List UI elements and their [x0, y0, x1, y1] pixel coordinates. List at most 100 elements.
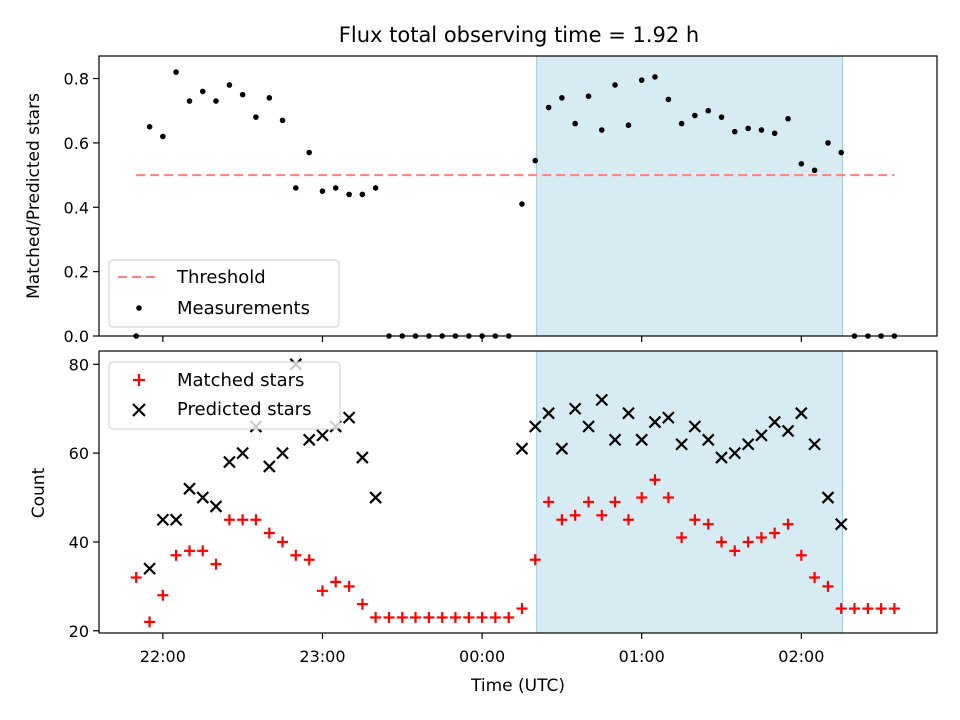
predicted-legend-label: Predicted stars [177, 399, 311, 420]
top-panel: 0.00.20.40.60.8 Matched/Predicted stars … [24, 55, 938, 346]
measurement-point [798, 161, 805, 167]
matched-stars-point [343, 580, 355, 592]
predicted-stars-point [236, 446, 249, 460]
matched-stars-point [489, 611, 501, 623]
predicted-stars-point [302, 433, 316, 447]
predicted-stars-point [263, 460, 276, 473]
matched-stars-point [144, 616, 156, 628]
x-tick-label: 01:00 [619, 647, 665, 666]
predicted-stars-point [356, 451, 369, 464]
top-panel-frame [98, 55, 938, 337]
predicted-stars-point [662, 411, 675, 424]
matched-stars-point [835, 603, 847, 615]
y-tick-label: 0.4 [64, 198, 89, 217]
matched-stars-point [250, 514, 262, 526]
matched-stars-point [303, 554, 315, 566]
predicted-stars-point [276, 446, 289, 460]
predicted-stars-point [582, 420, 595, 433]
measurement-point [160, 133, 166, 140]
y-tick-label: 40 [69, 533, 89, 552]
measurement-point [359, 191, 366, 198]
predicted-stars-point [648, 415, 662, 429]
predicted-stars-point [542, 406, 555, 420]
matched-stars-point [529, 554, 541, 566]
measurement-point [678, 120, 685, 127]
matched-stars-point [396, 611, 408, 623]
matched-stars-point [888, 603, 900, 615]
predicted-stars-point [183, 482, 196, 495]
matched-stars-point [716, 536, 728, 548]
measurement-point [652, 74, 658, 80]
top-panel-shaded-interval [536, 55, 844, 337]
measurement-point [266, 95, 273, 101]
predicted-stars-point [741, 437, 755, 451]
matched-stars-point [330, 576, 342, 588]
y-tick-label: 0.8 [64, 70, 89, 89]
matched-stars-point [503, 611, 515, 623]
top-panel-y-label: Matched/Predicted stars [24, 93, 44, 299]
measurement-point [319, 188, 326, 194]
predicted-stars-point [715, 451, 728, 464]
matched-stars-point [316, 585, 328, 597]
matched-stars-point [848, 603, 860, 615]
matched-stars-point [449, 611, 461, 623]
matched-stars-point [556, 514, 568, 526]
measurement-point [599, 127, 605, 133]
matched-stars-point [875, 603, 887, 615]
measurement-point [226, 82, 233, 88]
measurement-point [572, 120, 578, 127]
measurement-point [346, 191, 352, 198]
predicted-stars-point [781, 424, 795, 438]
matched-stars-point [184, 545, 196, 557]
x-axis-label: Time (UTC) [470, 676, 565, 696]
predicted-stars-point [675, 437, 688, 451]
measurement-point [625, 122, 632, 128]
predicted-stars-point [568, 402, 582, 416]
matched-stars-point [676, 532, 688, 544]
predicted-stars-point [728, 446, 742, 460]
measurement-point [332, 185, 339, 191]
matched-stars-point [436, 611, 448, 623]
measurement-point [199, 88, 206, 95]
predicted-stars-point [701, 433, 715, 447]
matched-stars-point [596, 509, 608, 521]
measurement-point [213, 98, 219, 104]
predicted-stars-point [608, 433, 622, 447]
y-tick-label: 0.2 [64, 263, 89, 282]
matched-stars-point [277, 536, 289, 548]
y-tick-label: 0.6 [64, 134, 89, 153]
measurement-point [279, 117, 286, 124]
matched-stars-point [609, 496, 621, 508]
matched-stars-point [583, 496, 595, 508]
matched-stars-point [370, 611, 382, 623]
matched-stars-point [769, 527, 781, 539]
y-tick-label: 60 [69, 444, 89, 463]
predicted-stars-point [143, 562, 156, 575]
predicted-stars-point [196, 491, 210, 504]
top-legend-box [108, 259, 340, 328]
measurement-point [838, 149, 845, 156]
matched-stars-point [795, 549, 807, 561]
matched-stars-point [170, 549, 182, 561]
measurement-point [559, 95, 565, 101]
bottom-panel-x-axis: 22:00 23:00 00:00 01:00 02:00 [140, 633, 824, 666]
measurement-point [146, 124, 153, 130]
matched-stars-point [263, 527, 275, 539]
matched-stars-point [197, 545, 209, 557]
y-tick-label: 0.0 [64, 327, 89, 346]
predicted-stars-point [821, 491, 835, 504]
top-panel-x-ticks [162, 336, 802, 342]
matched-stars-point [742, 536, 754, 548]
predicted-stars-point [169, 513, 183, 527]
predicted-stars-point [223, 455, 236, 469]
matched-legend-swatch [133, 374, 145, 386]
predicted-stars-point [156, 513, 170, 527]
matched-stars-point [290, 549, 302, 561]
measurement-point [665, 96, 672, 103]
predicted-stars-point [688, 420, 702, 433]
measurement-point [306, 149, 313, 156]
predicted-stars-point [755, 429, 768, 442]
top-panel-y-axis: 0.0 0.2 0.4 0.6 0.8 [64, 70, 99, 346]
predicted-stars-point [635, 433, 648, 447]
top-legend: Threshold Measurements [108, 259, 340, 328]
